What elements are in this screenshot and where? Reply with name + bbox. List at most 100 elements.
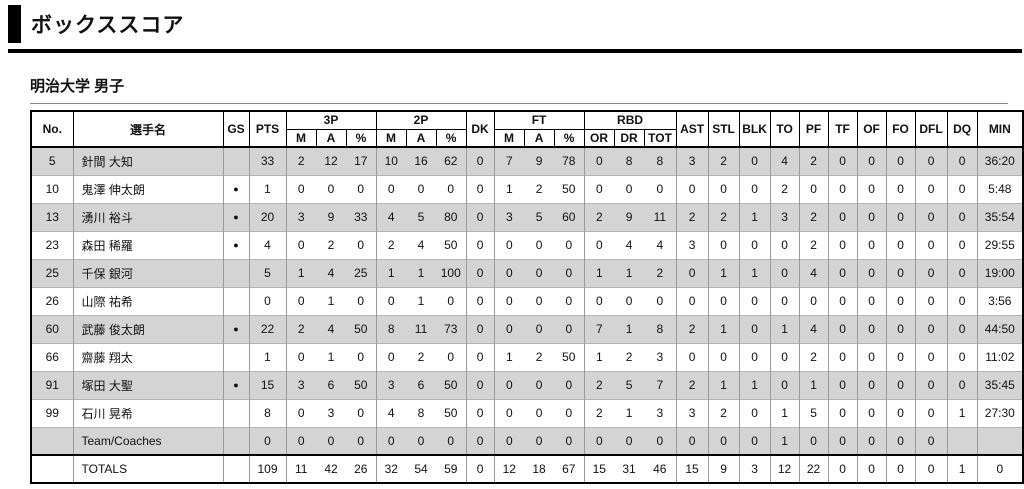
stat-cell: 2 (675, 314, 709, 343)
gs-cell: ● (222, 202, 249, 231)
stat-cell: 5 (614, 370, 645, 399)
col-header-3p-a: A (315, 128, 347, 148)
stat-cell: 0 (465, 174, 495, 203)
stat-cell: 0 (856, 426, 887, 455)
stat-cell: 3 (675, 398, 709, 427)
stat-cell: 0 (856, 454, 887, 483)
stat-cell: 1 (583, 342, 615, 371)
stat-cell: 0 (827, 258, 858, 287)
stat-cell: 46 (644, 454, 677, 483)
stat-cell: 0 (346, 174, 377, 203)
stat-cell: 0 (524, 426, 555, 455)
box-score-body: 5 針間 大知 33 2 12 17 10 16 62 0 7 9 78 0 8 8 3 2 0 4 2 0 0 0 0 0 36:… (30, 146, 1024, 483)
box-score-table: No. 選手名 GS PTS 3P 2P DK FT RBD AST STL B… (30, 110, 1024, 484)
stat-cell: 0 (436, 174, 467, 203)
gs-cell: ● (222, 314, 249, 343)
stat-cell: 0 (914, 202, 948, 231)
stat-cell: 0 (769, 286, 800, 315)
stat-cell: 0 (885, 398, 916, 427)
stat-cell: 1 (316, 342, 346, 371)
content-area: 明治大学 男子 No. 選手名 GS PTS 3P 2P DK FT RBD (30, 75, 1024, 484)
stat-cell: 19:00 (976, 258, 1024, 287)
stat-cell: 54 (406, 454, 437, 483)
col-header-no: No. (30, 110, 74, 148)
stat-cell: 8 (248, 398, 286, 427)
player-name-cell: 森田 稀羅 (72, 230, 223, 259)
stat-cell: 3 (285, 370, 316, 399)
stat-cell: 3 (675, 146, 709, 175)
gs-cell (222, 286, 249, 315)
stat-cell: 0 (707, 342, 740, 371)
stat-cell: 0 (946, 258, 978, 287)
stat-cell: 1 (738, 202, 771, 231)
stat-cell: 0 (346, 426, 377, 455)
stat-cell: 0 (914, 370, 948, 399)
player-number-cell: 23 (30, 230, 73, 259)
stat-cell: 59 (436, 454, 467, 483)
stat-cell: 0 (346, 398, 377, 427)
gs-cell: ● (222, 174, 249, 203)
col-header-dfl: DFL (914, 110, 948, 148)
stat-cell: 0 (375, 286, 407, 315)
stat-cell: 33 (248, 146, 286, 175)
col-header-rbd: RBD (583, 110, 677, 130)
stat-cell: 0 (524, 370, 555, 399)
stat-cell: 2 (285, 146, 316, 175)
stat-cell: 1 (738, 258, 771, 287)
stat-cell (976, 426, 1024, 455)
stat-cell: 0 (644, 174, 677, 203)
stat-cell: 0 (493, 258, 525, 287)
stat-cell: 6 (316, 370, 346, 399)
stat-cell: 0 (827, 202, 858, 231)
stat-cell: 0 (885, 146, 916, 175)
stat-cell: 50 (554, 174, 585, 203)
stat-cell: 0 (583, 174, 615, 203)
stat-cell: 1 (248, 342, 286, 371)
stat-cell: 0 (827, 454, 858, 483)
stat-cell: 31 (614, 454, 645, 483)
stat-cell: 50 (346, 314, 377, 343)
stat-cell: 0 (316, 174, 346, 203)
stat-cell: 0 (524, 258, 555, 287)
stat-cell: 0 (675, 286, 709, 315)
stat-cell: 0 (856, 286, 887, 315)
stat-cell: 0 (946, 230, 978, 259)
player-number-cell: 25 (30, 258, 73, 287)
stat-cell: 73 (436, 314, 467, 343)
stat-cell: 0 (914, 146, 948, 175)
stat-cell: 0 (914, 174, 948, 203)
stat-cell: 2 (707, 398, 740, 427)
stat-cell: 22 (248, 314, 286, 343)
col-header-pts: PTS (248, 110, 287, 148)
stat-cell: 0 (493, 370, 525, 399)
stat-cell: 100 (436, 258, 467, 287)
stat-cell: 0 (738, 398, 771, 427)
stat-cell: 33 (346, 202, 377, 231)
stat-cell: 0 (346, 286, 377, 315)
stat-cell: 0 (554, 286, 585, 315)
stat-cell: 4 (798, 258, 829, 287)
player-row: 25 千保 銀河 5 1 4 25 1 1 100 0 0 0 0 1 1 2 0 1 1 0 4 0 0 0 0 0 19:00 (30, 258, 1024, 287)
stat-cell: 0 (827, 286, 858, 315)
stat-cell: 2 (707, 202, 740, 231)
stat-cell: 0 (465, 202, 495, 231)
player-row: 60 武藤 俊太朗 ● 22 2 4 50 8 11 73 0 0 0 0 7 1 8 2 1 0 1 4 0 0 0 0 0 44:… (30, 314, 1024, 343)
stat-cell: 5 (798, 398, 829, 427)
stat-cell: 27:30 (976, 398, 1024, 427)
stat-cell: 0 (856, 258, 887, 287)
stat-cell: 0 (914, 314, 948, 343)
stat-cell: 0 (675, 258, 709, 287)
stat-cell: 4 (614, 230, 645, 259)
col-header-3p: 3P (285, 110, 377, 130)
stat-cell: 0 (524, 398, 555, 427)
stat-cell: 0 (827, 146, 858, 175)
stat-cell: 0 (285, 230, 316, 259)
gs-cell (222, 146, 249, 175)
col-header-3p-m: M (285, 128, 317, 148)
stat-cell: 1 (946, 454, 978, 483)
stat-cell: 15 (583, 454, 615, 483)
stat-cell: 0 (707, 286, 740, 315)
stat-cell: 0 (946, 286, 978, 315)
stat-cell: 0 (248, 426, 286, 455)
stat-cell: 2 (285, 314, 316, 343)
